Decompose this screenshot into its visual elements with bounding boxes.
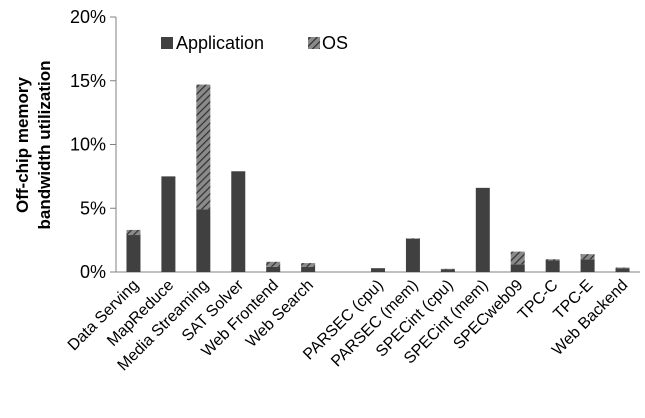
legend-label-os: OS: [322, 33, 348, 53]
legend-label-application: Application: [176, 33, 264, 53]
bar-application: [126, 235, 141, 272]
y-axis-title: Off-chip memory bandwidth utilization: [13, 60, 54, 229]
bar-os: [126, 229, 141, 236]
bar-application: [615, 268, 630, 272]
bar-application: [475, 187, 490, 272]
bar-os: [545, 259, 560, 261]
bar-os: [580, 254, 595, 260]
bar-application: [545, 260, 560, 272]
bar-os: [196, 84, 211, 210]
y-axis-title-line2: bandwidth utilization: [35, 60, 54, 229]
bar-application: [266, 266, 281, 272]
y-tick-label: 15%: [70, 71, 106, 91]
bar-application: [580, 259, 595, 272]
legend: Application OS: [161, 33, 348, 53]
y-tick-label: 10%: [70, 135, 106, 155]
bar-application: [405, 238, 420, 272]
bar-application: [510, 264, 525, 272]
bar-os: [301, 263, 316, 267]
bar-os: [266, 261, 281, 267]
bar-application: [231, 171, 246, 272]
bar-os: [615, 267, 630, 269]
legend-swatch-application: [161, 37, 173, 49]
y-axis-ticks: 0% 5% 10% 15% 20%: [70, 7, 116, 282]
y-tick-label: 20%: [70, 7, 106, 27]
bar-application: [301, 266, 316, 272]
y-axis-title-line1: Off-chip memory: [13, 76, 32, 213]
bar-application: [196, 209, 211, 272]
bar-application: [371, 268, 385, 272]
x-category-label: TPC-C: [515, 277, 562, 324]
y-tick-label: 0%: [80, 262, 106, 282]
bar-os: [440, 268, 455, 270]
bars: [126, 84, 630, 273]
bar-os: [405, 238, 420, 239]
bar-application: [161, 176, 176, 273]
y-tick-label: 5%: [80, 198, 106, 218]
axes: [115, 17, 640, 273]
bar-application: [440, 269, 455, 272]
bar-os: [510, 251, 525, 265]
legend-swatch-os: [308, 37, 320, 49]
